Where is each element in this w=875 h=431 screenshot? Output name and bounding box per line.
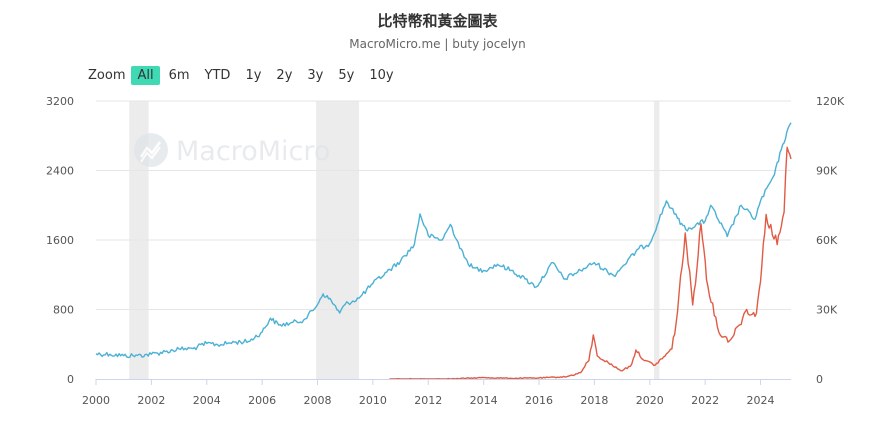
macromicro-logo-icon [134,133,168,167]
zoom-all-button[interactable]: All [131,66,160,85]
zoom-3y-button[interactable]: 3y [307,68,324,83]
x-tick-label: 2012 [414,394,442,407]
gold-price-line [95,122,792,359]
x-tick-label: 2024 [747,394,775,407]
chart-title: 比特幣和黃金圖表 [377,12,498,30]
y-right-tick-label: 90K [816,165,838,178]
zoom-ytd-button[interactable]: YTD [204,68,231,83]
zoom-6m-button[interactable]: 6m [168,68,190,83]
x-tick-label: 2004 [193,394,221,407]
y-right-tick-label: 60K [816,234,838,247]
x-tick-label: 2018 [580,394,608,407]
watermark-text: MacroMicro [176,136,330,167]
y-left-tick-label: 3200 [46,95,74,108]
zoom-10y-button[interactable]: 10y [369,68,394,83]
x-tick-label: 2022 [691,394,719,407]
x-tick-label: 2000 [82,394,110,407]
x-tick-label: 2008 [304,394,332,407]
x-tick-label: 2016 [525,394,553,407]
x-tick-label: 2010 [359,394,387,407]
chart-subtitle: MacroMicro.me | buty jocelyn [349,37,526,51]
series-lines [95,122,792,380]
y-left-tick-label: 2400 [46,165,74,178]
x-tick-label: 2014 [470,394,498,407]
y-right-tick-label: 0 [816,373,823,386]
y-left-tick-label: 0 [67,373,74,386]
y-right-tick-label: 120K [816,95,845,108]
axes: 0 800 1600 2400 3200 0 30K 60K 90K 120K 2000 2002 20… [46,95,845,407]
y-left-tick-label: 800 [53,304,74,317]
x-tick-label: 2006 [248,394,276,407]
x-tick-label: 2020 [636,394,664,407]
zoom-2y-button[interactable]: 2y [276,68,293,83]
y-right-tick-label: 30K [816,304,838,317]
watermark: MacroMicro [134,133,330,167]
zoom-5y-button[interactable]: 5y [338,68,355,83]
x-tick-label: 2002 [137,394,165,407]
y-left-tick-label: 1600 [46,234,74,247]
zoom-label: Zoom [88,68,126,83]
gridlines [96,100,791,310]
zoom-selector: Zoom All 6m YTD 1y 2y 3y 5y 10y [88,66,403,85]
bitcoin-price-line [389,146,792,380]
zoom-1y-button[interactable]: 1y [245,68,262,83]
